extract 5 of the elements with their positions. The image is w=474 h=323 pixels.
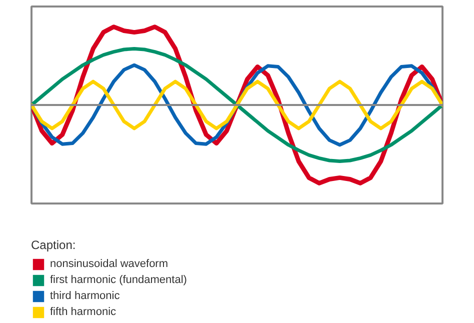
legend-label: first harmonic (fundamental): [50, 273, 187, 287]
legend-label: third harmonic: [50, 289, 120, 303]
legend-label: nonsinusoidal waveform: [50, 257, 168, 271]
legend-label: fifth harmonic: [50, 305, 116, 319]
legend-title: Caption:: [31, 238, 77, 252]
